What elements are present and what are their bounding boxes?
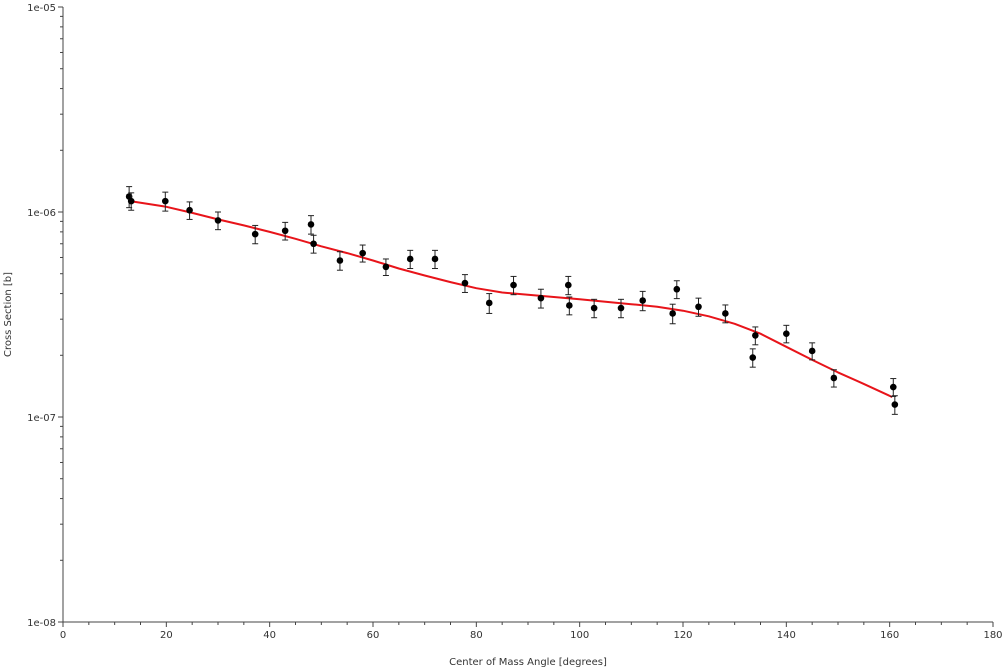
data-point: [669, 310, 676, 317]
data-point-group: [749, 348, 757, 368]
x-tick-label: 160: [880, 630, 899, 641]
data-point: [307, 221, 315, 228]
data-point-group: [251, 224, 259, 245]
data-point: [359, 249, 366, 257]
data-point: [566, 302, 573, 309]
data-point: [485, 299, 493, 307]
x-tick-label: 20: [160, 630, 173, 641]
data-point-group: [783, 324, 790, 344]
data-point-group: [537, 288, 545, 309]
data-point-group: [639, 290, 646, 312]
data-point-group: [566, 296, 573, 316]
data-point: [889, 383, 897, 391]
data-point-group: [669, 303, 676, 325]
data-point: [127, 197, 135, 205]
data-point-group: [590, 298, 598, 319]
data-point: [808, 347, 816, 355]
data-point-group: [214, 211, 222, 231]
data-point-group: [127, 192, 135, 211]
data-point: [537, 294, 545, 302]
data-point-group: [406, 249, 414, 270]
y-tick-label: 1e-08: [27, 618, 56, 629]
data-point-group: [565, 275, 572, 296]
data-point-group: [617, 298, 625, 319]
data-point: [722, 310, 729, 317]
y-ticks: 1e-08 1e-07 1e-06 1e-05: [27, 3, 63, 629]
data-point: [406, 255, 414, 263]
x-tick-label: 180: [983, 630, 1002, 641]
x-tick-label: 120: [673, 630, 692, 641]
data-point-group: [431, 249, 439, 270]
fit-curve-layer: [130, 200, 893, 399]
y-tick-label: 1e-07: [27, 413, 56, 424]
x-tick-label: 60: [367, 630, 380, 641]
data-point: [214, 217, 222, 224]
data-point: [639, 297, 646, 304]
data-point: [783, 330, 790, 337]
data-point-group: [752, 326, 759, 346]
data-point-group: [695, 297, 702, 317]
data-point: [673, 285, 681, 293]
data-point: [590, 304, 598, 312]
data-point: [510, 281, 517, 289]
data-point-group: [808, 342, 816, 361]
x-axis-title: Center of Mass Angle [degrees]: [449, 657, 607, 668]
x-ticks: 0 20 40 60 80 100 120 140 160 180: [60, 622, 1003, 641]
data-point-group: [510, 275, 517, 296]
data-points-layer: [125, 186, 899, 415]
fit-curve: [130, 200, 893, 399]
y-axis-title: Cross Section [b]: [3, 272, 14, 357]
data-point-group: [186, 201, 193, 220]
x-tick-label: 40: [263, 630, 276, 641]
data-point: [749, 354, 757, 361]
data-point-group: [307, 215, 315, 235]
data-point-group: [722, 304, 729, 324]
data-point-group: [891, 395, 899, 415]
data-point: [752, 332, 759, 339]
data-point: [695, 303, 702, 311]
data-point: [336, 257, 344, 264]
data-point: [891, 401, 899, 408]
data-point: [310, 240, 317, 248]
data-point: [565, 281, 572, 289]
data-point-group: [359, 244, 366, 263]
data-point: [431, 255, 439, 263]
data-point-group: [310, 234, 317, 254]
x-tick-label: 0: [60, 630, 66, 641]
data-point-group: [830, 369, 838, 388]
data-point: [382, 263, 390, 271]
data-point-group: [673, 280, 681, 300]
data-point: [461, 279, 469, 287]
x-tick-label: 80: [470, 630, 483, 641]
data-point-group: [485, 293, 493, 314]
data-point-group: [461, 274, 469, 293]
x-tick-label: 140: [777, 630, 796, 641]
data-point-group: [382, 258, 390, 277]
data-point: [281, 227, 289, 235]
data-point-group: [336, 251, 344, 271]
data-point: [830, 374, 838, 382]
y-tick-label: 1e-06: [27, 208, 56, 219]
data-point: [162, 197, 169, 205]
axes: 0 20 40 60 80 100 120 140 160 180 1e-08 1e-07 1e-06…: [27, 3, 1002, 641]
data-point-group: [281, 221, 289, 241]
data-point-group: [889, 378, 897, 397]
y-tick-label: 1e-05: [27, 3, 56, 14]
data-point: [617, 304, 625, 312]
data-point-group: [162, 191, 169, 212]
data-point: [186, 206, 193, 214]
data-point: [251, 230, 259, 238]
x-tick-label: 100: [570, 630, 589, 641]
